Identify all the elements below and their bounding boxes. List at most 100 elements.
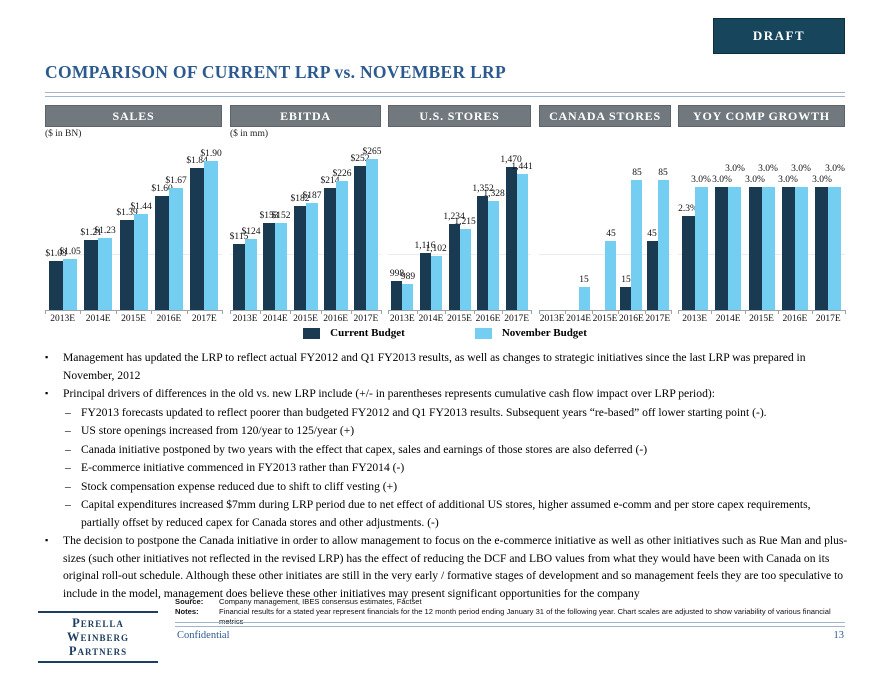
chart-units-ebitda: ($ in mm) [230, 129, 268, 139]
bar-current-2014e [263, 223, 275, 310]
bar-current-2017e [506, 167, 517, 310]
bar-november-2014e [728, 187, 741, 310]
axis-tick [80, 310, 81, 314]
bar-current-2016e [477, 196, 488, 310]
chart-header-canada-stores: CANADA STORES [539, 105, 671, 127]
chart-plot-sales: $1.03 $1.05 $1.21 $1.23 $1.39 $1.44 $1.60 $1.67… [45, 143, 223, 314]
x-axis-label: 2013E [232, 314, 258, 324]
bar-label-current: $115 [229, 232, 249, 242]
bar-label-november: 1,102 [425, 244, 447, 254]
chart-units-sales: ($ in BN) [45, 129, 82, 139]
page-number: 13 [833, 630, 845, 641]
axis-tick [388, 310, 389, 314]
bar-label-current: 15 [621, 275, 631, 285]
bar-label-november: 1,328 [483, 189, 505, 199]
x-axis-label: 2015E [749, 314, 774, 324]
axis-tick [260, 310, 261, 314]
bar-label-current: $1.21 [80, 228, 102, 238]
bar-november-2016e [488, 201, 499, 310]
bar-label-november: 3.0% [725, 164, 745, 174]
x-axis-label: 2013E [389, 314, 415, 324]
x-axis-label: 2015E [293, 314, 318, 324]
x-axis-label: 2014E [715, 314, 741, 324]
bar-label-current: $214 [320, 176, 340, 186]
bar-november-2013e [695, 187, 708, 310]
axis-tick [745, 310, 746, 314]
title-divider [45, 92, 845, 97]
bar-label-current: 2.3% [678, 204, 698, 214]
bar-current-2017e [190, 168, 204, 310]
x-axis-labels-ebitda: 2013E 2014E 2015E 2016E 2017E [230, 314, 381, 324]
bar-label-november: 45 [606, 229, 616, 239]
chart-plot-yoy-comp-growth: 2.3% 3.0% 3.0% 3.0% 3.0% 3.0% 3.0% 3.0% 3.0% 3.0% [678, 143, 846, 314]
legend-november-label: November Budget [501, 327, 587, 339]
axis-tick [187, 310, 188, 314]
draft-badge: DRAFT [713, 18, 845, 54]
bar-november-2013e [402, 284, 413, 310]
bar-label-november: $1.90 [200, 149, 222, 159]
bar-november-2017e [204, 161, 218, 310]
chart-plot-canada-stores: 15 45 15 85 45 85 [539, 143, 672, 314]
x-axis-labels-yoy-comp-growth: 2013E 2014E 2015E 2016E 2017E [678, 314, 845, 324]
bar-label-november: 989 [400, 272, 416, 282]
bar-label-current: 3.0% [812, 175, 832, 185]
bar-label-november: $265 [362, 147, 382, 157]
bar-label-november: 3.0% [691, 175, 711, 185]
x-axis-label: 2017E [815, 314, 841, 324]
sub-bullet-item: Canada initiative postponed by two years… [65, 441, 850, 459]
notes-label: Notes: [175, 607, 199, 616]
axis-tick [290, 310, 291, 314]
axis-tick [351, 310, 352, 314]
bar-november-2015e [762, 187, 775, 310]
bullet-list: Management has updated the LRP to reflec… [45, 349, 850, 603]
bar-label-current: 3.0% [712, 175, 732, 185]
x-axis-label: 2016E [475, 314, 501, 324]
bar-label-current: 45 [647, 229, 657, 239]
bar-current-2014e [420, 253, 431, 310]
x-axis-label: 2013E [682, 314, 708, 324]
bar-current-2016e [324, 188, 336, 310]
x-axis-label: 2013E [539, 314, 565, 324]
perella-weinberg-partners-logo: Perella Weinberg Partners [38, 611, 158, 663]
chart-header-u-s-stores: U.S. STORES [388, 105, 531, 127]
axis-tick [151, 310, 152, 314]
bar-november-2016e [169, 188, 183, 310]
bar-current-2015e [449, 224, 460, 310]
legend-current-label: Current Budget [330, 327, 405, 339]
bar-november-2016e [631, 180, 642, 310]
bar-label-november: 3.0% [758, 164, 778, 174]
bar-label-november: $226 [332, 169, 352, 179]
chart-ebitda: EBITDA ($ in mm) $115 $124 $153 $152 $182 $187 $… [229, 105, 382, 327]
x-axis-label: 2015E [592, 314, 618, 324]
x-axis-label: 2017E [191, 314, 217, 324]
chart-yoy-comp-growth: YOY COMP GROWTH 2.3% 3.0% 3.0% 3.0% 3.0% 3.0% 3… [678, 105, 846, 327]
bar-label-november: $152 [271, 211, 291, 221]
footer-divider [175, 622, 845, 627]
legend-item-november: November Budget [474, 327, 587, 339]
bar-label-november: 1,215 [454, 217, 476, 227]
chart-plot-ebitda: $115 $124 $153 $152 $182 $187 $214 $226 $252 $265 [229, 143, 382, 314]
x-axis-label: 2015E [121, 314, 146, 324]
bar-label-november: $124 [241, 227, 261, 237]
x-axis-label: 2014E [85, 314, 111, 324]
bullet-item: Principal drivers of differences in the … [45, 385, 850, 403]
axis-tick [671, 310, 672, 314]
bar-current-2013e [391, 281, 402, 310]
bar-label-november: $1.23 [94, 226, 116, 236]
bar-november-2015e [460, 229, 471, 310]
axis-tick [678, 310, 679, 314]
bar-november-2014e [275, 223, 287, 310]
x-axis-label: 2016E [156, 314, 182, 324]
bar-november-2015e [134, 214, 148, 310]
bar-label-current: 1,470 [500, 155, 522, 165]
axis-tick [645, 310, 646, 314]
source-notes: Source: Company management, IBES consens… [175, 597, 847, 627]
bar-current-2017e [647, 241, 658, 310]
legend-item-current: Current Budget [303, 327, 405, 339]
bar-november-2015e [605, 241, 616, 310]
bar-november-2014e [431, 256, 442, 310]
bar-current-2014e [84, 240, 98, 310]
x-axis-labels-canada-stores: 2013E 2014E 2015E 2016E 2017E [539, 314, 671, 324]
bar-label-november: $187 [302, 191, 322, 201]
axis-tick [618, 310, 619, 314]
